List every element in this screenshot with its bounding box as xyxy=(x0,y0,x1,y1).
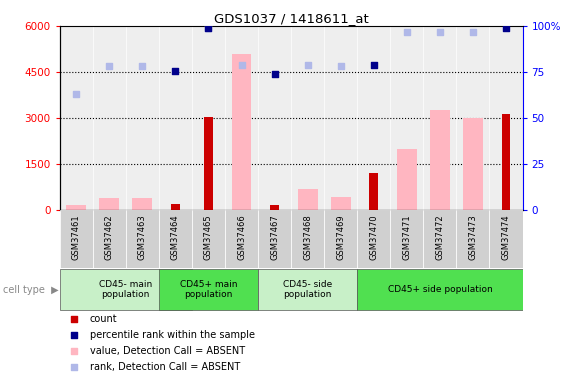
Bar xyxy=(298,189,318,210)
Text: GSM37461: GSM37461 xyxy=(72,214,81,260)
Bar xyxy=(331,197,350,210)
Point xyxy=(171,68,180,74)
Bar xyxy=(66,205,86,210)
Text: GSM37463: GSM37463 xyxy=(138,214,147,260)
Point xyxy=(204,25,213,31)
FancyBboxPatch shape xyxy=(159,269,258,310)
Text: GSM37464: GSM37464 xyxy=(171,214,180,260)
FancyBboxPatch shape xyxy=(291,210,324,268)
Point xyxy=(435,29,444,35)
Point xyxy=(204,25,213,31)
Text: GSM37472: GSM37472 xyxy=(436,214,444,260)
FancyBboxPatch shape xyxy=(60,210,93,268)
Text: count: count xyxy=(90,314,118,324)
FancyBboxPatch shape xyxy=(126,210,159,268)
Text: CD45- main
population: CD45- main population xyxy=(99,280,152,299)
Bar xyxy=(430,111,450,210)
FancyBboxPatch shape xyxy=(159,210,192,268)
Point xyxy=(69,332,78,338)
Point xyxy=(237,62,246,68)
FancyBboxPatch shape xyxy=(457,210,490,268)
Text: value, Detection Call = ABSENT: value, Detection Call = ABSENT xyxy=(90,346,245,356)
Text: GSM37465: GSM37465 xyxy=(204,214,213,260)
Bar xyxy=(132,198,152,210)
Text: percentile rank within the sample: percentile rank within the sample xyxy=(90,330,254,340)
Text: GSM37462: GSM37462 xyxy=(105,214,114,260)
Text: CD45+ side population: CD45+ side population xyxy=(387,285,492,294)
Text: rank, Detection Call = ABSENT: rank, Detection Call = ABSENT xyxy=(90,362,240,372)
Point xyxy=(105,63,114,69)
Point xyxy=(138,63,147,69)
Text: GSM37471: GSM37471 xyxy=(402,214,411,260)
Point xyxy=(469,29,478,35)
FancyBboxPatch shape xyxy=(357,269,523,310)
FancyBboxPatch shape xyxy=(192,210,225,268)
Text: CD45+ main
population: CD45+ main population xyxy=(179,280,237,299)
Text: GSM37470: GSM37470 xyxy=(369,214,378,260)
Point xyxy=(69,364,78,370)
Bar xyxy=(502,114,511,210)
FancyBboxPatch shape xyxy=(490,210,523,268)
Text: GSM37466: GSM37466 xyxy=(237,214,246,260)
Point xyxy=(72,91,81,97)
Bar xyxy=(99,198,119,210)
Bar xyxy=(463,118,483,210)
Bar xyxy=(171,204,180,210)
FancyBboxPatch shape xyxy=(357,210,390,268)
FancyBboxPatch shape xyxy=(324,210,357,268)
Point xyxy=(303,62,312,68)
FancyBboxPatch shape xyxy=(390,210,423,268)
Bar xyxy=(397,149,417,210)
Text: GSM37469: GSM37469 xyxy=(336,214,345,260)
FancyBboxPatch shape xyxy=(225,210,258,268)
FancyBboxPatch shape xyxy=(258,210,291,268)
Text: GSM37468: GSM37468 xyxy=(303,214,312,260)
Point xyxy=(402,29,411,35)
Bar xyxy=(369,173,378,210)
Text: GSM37473: GSM37473 xyxy=(469,214,478,260)
FancyBboxPatch shape xyxy=(93,210,126,268)
Point xyxy=(69,348,78,354)
Point xyxy=(270,71,279,77)
Point xyxy=(336,63,345,69)
Text: GSM37467: GSM37467 xyxy=(270,214,279,260)
FancyBboxPatch shape xyxy=(423,210,457,268)
FancyBboxPatch shape xyxy=(258,269,357,310)
Bar xyxy=(232,54,252,210)
Point xyxy=(502,25,511,31)
Text: CD45- side
population: CD45- side population xyxy=(283,280,332,299)
Text: cell type  ▶: cell type ▶ xyxy=(3,285,59,295)
FancyBboxPatch shape xyxy=(60,269,192,310)
Point xyxy=(69,316,78,322)
Point xyxy=(369,62,378,68)
Bar xyxy=(270,205,279,210)
Bar xyxy=(204,117,213,210)
Text: GSM37474: GSM37474 xyxy=(502,214,511,260)
Title: GDS1037 / 1418611_at: GDS1037 / 1418611_at xyxy=(214,12,369,25)
